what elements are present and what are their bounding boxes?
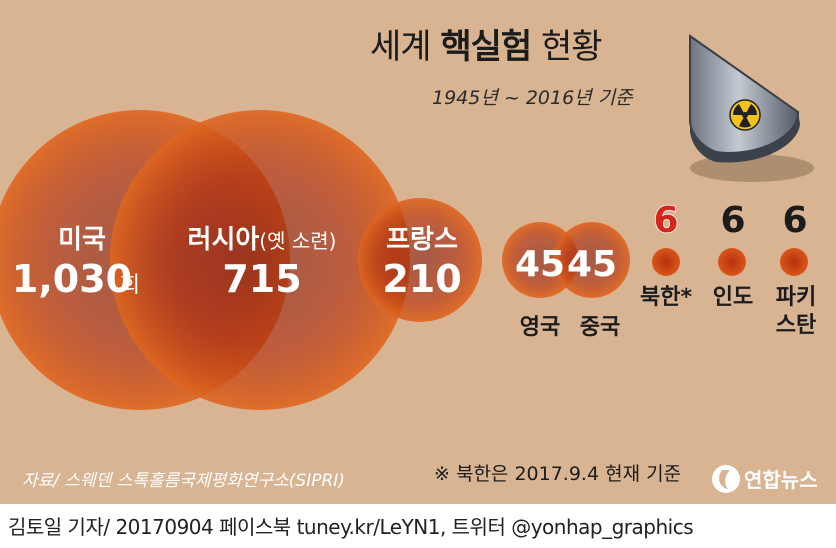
category-label-4: 영국 xyxy=(520,315,560,340)
category-label-1: 미국 xyxy=(58,225,106,255)
footnote: ※ 북한은 2017.9.4 현재 기준 xyxy=(434,463,681,485)
bubble-6 xyxy=(652,248,680,276)
title-bold: 핵실험 xyxy=(440,27,531,67)
value-label-6: 6 xyxy=(653,200,678,241)
bubble-8 xyxy=(780,248,808,276)
bubble-7 xyxy=(718,248,746,276)
footer-credit: 김토일 기자/ 20170904 페이스북 tuney.kr/LeYN1, 트위… xyxy=(8,515,694,539)
yonhap-logo-icon: 연합뉴스 xyxy=(712,465,818,493)
bubble-4 xyxy=(502,222,578,298)
value-label-5: 45 xyxy=(567,244,617,285)
category-label-5: 중국 xyxy=(580,315,620,340)
unit-label: 회 xyxy=(120,273,140,298)
chart-panel: 세계 핵실험 현황 1945년 ~ 2016년 기준 미국 1,030 회 러시 xyxy=(0,0,836,504)
category-label-2: 러시아(옛 소련) xyxy=(188,225,337,255)
bubble-3 xyxy=(358,198,482,322)
title-prefix: 세계 xyxy=(370,27,440,67)
bubble-2 xyxy=(110,110,410,410)
category-label-3: 프랑스 xyxy=(386,225,458,255)
value-label-1: 1,030 xyxy=(12,257,132,301)
bubble-layer xyxy=(0,110,808,410)
nuclear-warhead-icon xyxy=(689,34,814,182)
logo-text: 연합뉴스 xyxy=(744,468,818,492)
category-label-8: 파키 스탄 xyxy=(776,285,816,338)
value-label-7: 6 xyxy=(720,200,745,241)
russia-note: (옛 소련) xyxy=(259,229,336,253)
category-label-6: 북한* xyxy=(640,285,692,310)
category-label-7: 인도 xyxy=(713,285,753,310)
value-label-4: 45 xyxy=(515,244,565,285)
bubble-5 xyxy=(554,222,630,298)
value-label-3: 210 xyxy=(382,257,461,301)
chart-subtitle: 1945년 ~ 2016년 기준 xyxy=(432,87,634,109)
chart-title: 세계 핵실험 현황 xyxy=(370,27,602,67)
value-label-8: 6 xyxy=(782,200,807,241)
source-note: 자료/ 스웨덴 스톡홀름국제평화연구소(SIPRI) xyxy=(22,471,345,491)
value-label-2: 715 xyxy=(222,257,301,301)
title-suffix: 현황 xyxy=(531,27,602,67)
radiation-symbol-icon xyxy=(729,99,761,131)
